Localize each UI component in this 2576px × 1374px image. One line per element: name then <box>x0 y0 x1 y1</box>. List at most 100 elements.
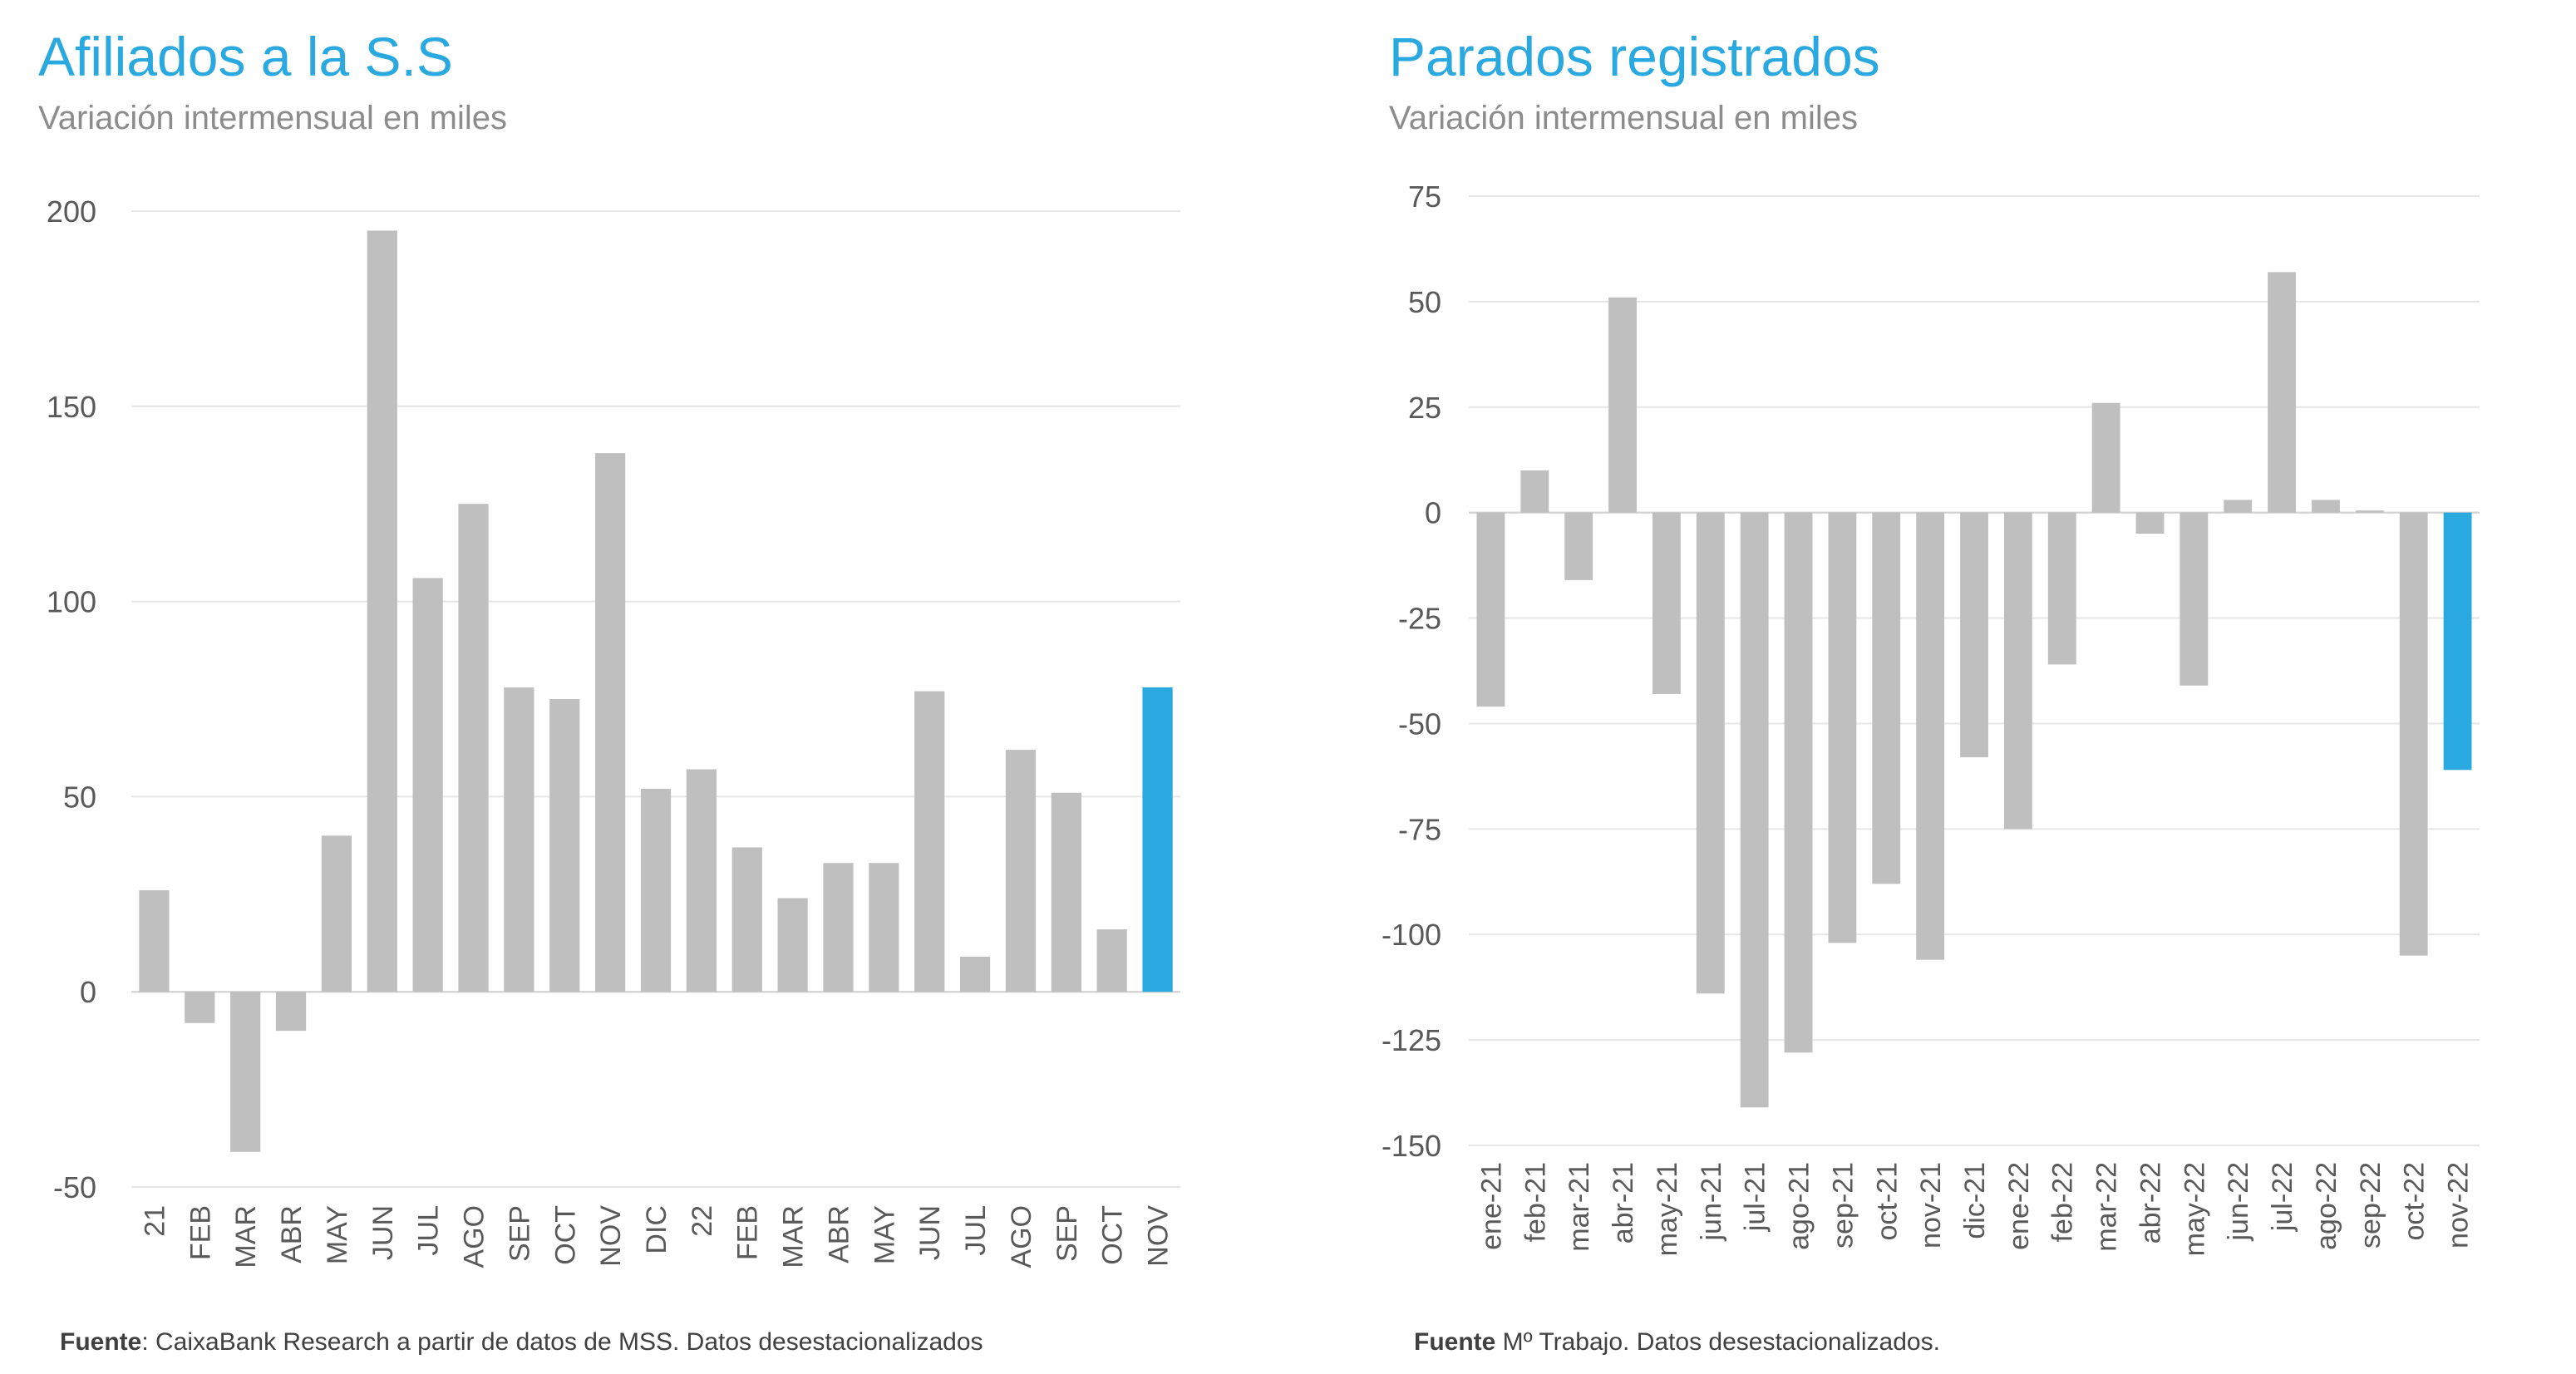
bar <box>139 890 170 992</box>
x-tick-label: MAY <box>322 1205 353 1264</box>
x-tick-label: oct-21 <box>1871 1162 1903 1241</box>
x-tick-label: JUL <box>413 1205 445 1255</box>
x-tick-label: jul-22 <box>2267 1162 2298 1232</box>
y-tick-label: 75 <box>1408 180 1441 214</box>
x-tick-label: 21 <box>139 1205 170 1237</box>
bar <box>2091 402 2120 513</box>
x-tick-label: ene-21 <box>1475 1162 1507 1250</box>
x-tick-label: 22 <box>687 1205 718 1237</box>
x-tick-label: JUN <box>367 1205 399 1260</box>
x-tick-label: NOV <box>595 1205 627 1267</box>
y-tick-label: -150 <box>1382 1129 1441 1163</box>
y-tick-label: 200 <box>47 195 96 229</box>
y-tick-label: 150 <box>47 390 96 424</box>
x-tick-label: oct-22 <box>2399 1162 2431 1241</box>
source-footer: Fuente: CaixaBank Research a partir de d… <box>60 1328 983 1357</box>
x-tick-label: FEB <box>732 1205 764 1260</box>
bar <box>869 863 899 992</box>
x-tick-label: SEP <box>1052 1205 1083 1262</box>
x-tick-label: MAR <box>230 1205 262 1268</box>
bar <box>1096 929 1127 992</box>
x-tick-label: ABR <box>276 1205 308 1263</box>
bar <box>2135 512 2165 534</box>
bar <box>1916 512 1945 960</box>
y-tick-label: -50 <box>53 1170 96 1204</box>
bar <box>2047 512 2076 665</box>
x-tick-label: dic-21 <box>1959 1162 1991 1239</box>
chart-subtitle: Variación intermensual en miles <box>1389 100 1858 136</box>
bar <box>1051 792 1081 992</box>
bar <box>823 863 854 992</box>
bar <box>549 699 580 992</box>
bar <box>2399 512 2428 956</box>
x-tick-label: ago-22 <box>2311 1162 2342 1250</box>
bar <box>2224 500 2253 513</box>
x-tick-label: OCT <box>1097 1205 1129 1265</box>
chart-panel-parados: Parados registrados Variación intermensu… <box>1288 0 2576 1374</box>
bar <box>640 789 672 992</box>
x-tick-label: FEB <box>185 1205 216 1260</box>
x-tick-label: AGO <box>1006 1205 1037 1268</box>
x-tick-label: JUN <box>914 1205 946 1260</box>
chart-title: Parados registrados <box>1389 26 1880 87</box>
bar <box>2312 500 2340 513</box>
bar <box>686 769 717 992</box>
bar <box>1564 512 1593 580</box>
source-label: Fuente <box>60 1328 142 1356</box>
bar <box>1784 512 1813 1053</box>
source-label: Fuente <box>1414 1328 1496 1356</box>
x-tick-label: jun-22 <box>2223 1162 2254 1242</box>
chart-subtitle: Variación intermensual en miles <box>38 100 507 136</box>
bar <box>412 578 443 992</box>
bar <box>1652 512 1681 694</box>
source-text: : CaixaBank Research a partir de datos d… <box>141 1328 983 1356</box>
bar <box>731 847 762 992</box>
bar <box>1608 297 1637 513</box>
y-tick-label: -50 <box>1398 707 1441 741</box>
bar <box>367 230 397 992</box>
x-tick-label: may-21 <box>1652 1162 1683 1256</box>
x-tick-label: abr-22 <box>2135 1162 2166 1243</box>
x-tick-label: ABR <box>823 1205 855 1263</box>
x-tick-label: DIC <box>641 1205 672 1254</box>
x-tick-label: mar-22 <box>2091 1162 2123 1252</box>
x-tick-label: SEP <box>504 1205 535 1262</box>
x-tick-label: sep-22 <box>2355 1162 2386 1248</box>
bar <box>595 453 626 992</box>
x-tick-label: AGO <box>459 1205 490 1268</box>
bar <box>1740 512 1769 1108</box>
bar <box>458 504 489 992</box>
x-tick-label: nov-22 <box>2443 1162 2475 1248</box>
bar <box>321 835 352 992</box>
y-tick-label: -75 <box>1398 812 1441 846</box>
x-tick-label: feb-21 <box>1519 1162 1551 1242</box>
bar <box>2355 510 2384 513</box>
chart-panel-afiliados: Afiliados a la S.S Variación intermensua… <box>38 26 1180 1357</box>
y-tick-label: 100 <box>47 585 96 619</box>
bar <box>2443 512 2472 771</box>
source-footer: Fuente Mº Trabajo. Datos desestacionaliz… <box>1414 1328 1940 1357</box>
y-tick-label: 0 <box>1425 496 1441 530</box>
x-tick-label: abr-21 <box>1608 1162 1639 1243</box>
x-tick-label: sep-21 <box>1827 1162 1859 1248</box>
bar-chart-afiliados: -50 0 50 100 150 200 21 FEB MAR ABR MAY JUN JUL AGO SE… <box>47 195 1180 1268</box>
bar <box>1005 750 1037 992</box>
x-tick-label: feb-22 <box>2047 1162 2079 1242</box>
bar <box>914 691 945 992</box>
y-tick-label: 25 <box>1408 391 1441 425</box>
x-tick-label: ago-21 <box>1784 1162 1815 1250</box>
bar <box>2003 512 2032 830</box>
bar-chart-parados: -150 -125 -100 -75 -50 -25 0 25 50 75 ene-21 feb-21… <box>1382 180 2480 1256</box>
x-tick-label: ene-22 <box>2003 1162 2035 1250</box>
bar <box>777 898 808 992</box>
y-tick-label: -100 <box>1382 918 1441 952</box>
x-tick-label: MAR <box>778 1205 810 1268</box>
bar <box>1476 512 1505 707</box>
x-tick-label: may-22 <box>2179 1162 2210 1256</box>
y-tick-label: 0 <box>80 975 96 1009</box>
bar <box>1696 512 1725 994</box>
y-tick-label: -125 <box>1382 1023 1441 1057</box>
bar <box>230 992 261 1152</box>
x-tick-label: jul-21 <box>1740 1162 1771 1232</box>
x-tick-label: MAY <box>869 1205 900 1264</box>
